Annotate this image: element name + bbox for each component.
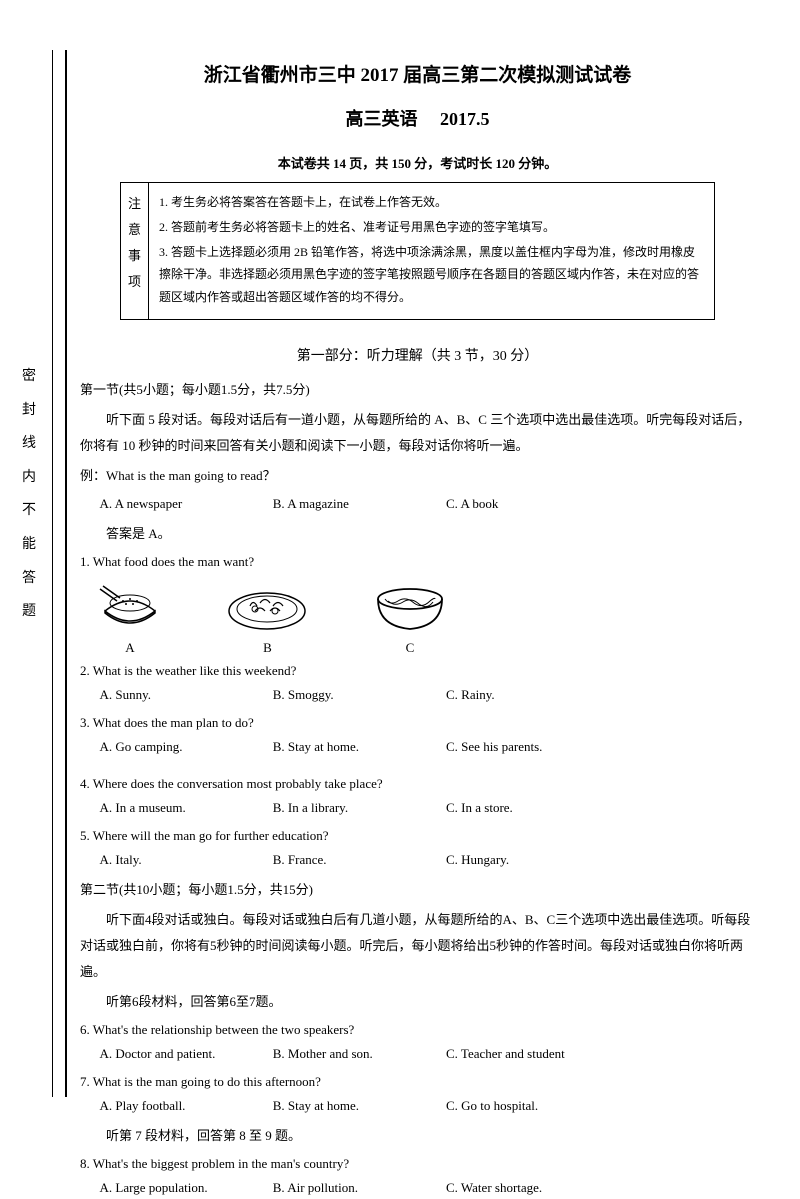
subtitle-right: 2017.5 [440, 109, 490, 129]
exam-info: 本试卷共 14 页，共 150 分，考试时长 120 分钟。 [80, 153, 755, 172]
q8-opt-c: C. Water shortage. [446, 1177, 616, 1199]
food-item-b: B [225, 581, 310, 656]
q6-options: A. Doctor and patient. B. Mother and son… [80, 1043, 755, 1065]
margin-border [65, 50, 67, 1097]
question-4: 4. Where does the conversation most prob… [80, 773, 755, 795]
example-opt-c: C. A book [446, 493, 616, 515]
exam-title: 浙江省衢州市三中 2017 届高三第二次模拟测试试卷 [80, 60, 755, 87]
q8-opt-a: A. Large population. [100, 1177, 270, 1199]
q5-opt-a: A. Italy. [100, 849, 270, 871]
section2-intro: 听下面4段对话或独白。每段对话或独白后有几道小题，从每题所给的A、B、C三个选项… [80, 907, 755, 985]
q3-opt-c: C. See his parents. [446, 736, 616, 758]
q2-opt-c: C. Rainy. [446, 684, 616, 706]
q6-opt-b: B. Mother and son. [273, 1043, 443, 1065]
example-question: 例：What is the man going to read？ [80, 463, 755, 489]
section2-header: 第二节(共10小题；每小题1.5分，共15分) [80, 877, 755, 903]
part1-title: 第一部分：听力理解（共 3 节，30 分） [80, 345, 755, 365]
q2-opt-b: B. Smoggy. [273, 684, 443, 706]
food-label-a: A [95, 640, 165, 656]
q4-opt-b: B. In a library. [273, 797, 443, 819]
q2-opt-a: A. Sunny. [100, 684, 270, 706]
q4-opt-a: A. In a museum. [100, 797, 270, 819]
q4-opt-c: C. In a store. [446, 797, 616, 819]
food-label-b: B [225, 640, 310, 656]
noodle-bowl-icon [370, 581, 450, 636]
q2-options: A. Sunny. B. Smoggy. C. Rainy. [80, 684, 755, 706]
notice-content: 1. 考生务必将答案答在答题卡上，在试卷上作答无效。 2. 答题前考生务必将答题… [149, 183, 714, 319]
q7-options: A. Play football. B. Stay at home. C. Go… [80, 1095, 755, 1117]
q7-opt-a: A. Play football. [100, 1095, 270, 1117]
q5-opt-b: B. France. [273, 849, 443, 871]
q7-opt-c: C. Go to hospital. [446, 1095, 616, 1117]
q5-opt-c: C. Hungary. [446, 849, 616, 871]
q8-opt-b: B. Air pollution. [273, 1177, 443, 1199]
q3-opt-a: A. Go camping. [100, 736, 270, 758]
salad-plate-icon [225, 581, 310, 636]
question-6: 6. What's the relationship between the t… [80, 1019, 755, 1041]
q3-opt-b: B. Stay at home. [273, 736, 443, 758]
q4-options: A. In a museum. B. In a library. C. In a… [80, 797, 755, 819]
q6-opt-c: C. Teacher and student [446, 1043, 616, 1065]
q3-options: A. Go camping. B. Stay at home. C. See h… [80, 736, 755, 758]
example-answer: 答案是 A。 [80, 521, 755, 547]
subtitle-left: 高三英语 [346, 109, 418, 129]
section1-header: 第一节(共5小题；每小题1.5分，共7.5分) [80, 377, 755, 403]
question-5: 5. Where will the man go for further edu… [80, 825, 755, 847]
food-images-row: A B C [80, 581, 755, 656]
example-opt-a: A. A newspaper [100, 493, 270, 515]
example-opt-b: B. A magazine [273, 493, 443, 515]
question-7: 7. What is the man going to do this afte… [80, 1071, 755, 1093]
q6-opt-a: A. Doctor and patient. [100, 1043, 270, 1065]
question-3: 3. What does the man plan to do? [80, 712, 755, 734]
food-item-c: C [370, 581, 450, 656]
question-2: 2. What is the weather like this weekend… [80, 660, 755, 682]
q5-options: A. Italy. B. France. C. Hungary. [80, 849, 755, 871]
q8-options: A. Large population. B. Air pollution. C… [80, 1177, 755, 1199]
question-1: 1. What food does the man want? [80, 551, 755, 573]
notice-item-3: 3. 答题卡上选择题必须用 2B 铅笔作答，将选中项涂满涂黑，黑度以盖住框内字母… [159, 241, 704, 309]
notice-item-2: 2. 答题前考生务必将答题卡上的姓名、准考证号用黑色字迹的签字笔填写。 [159, 216, 704, 239]
notice-label: 注 意 事 项 [121, 183, 149, 319]
example-options: A. A newspaper B. A magazine C. A book [80, 493, 755, 515]
margin-vertical-text: 密 封 线 内 不 能 答 题 [20, 360, 38, 629]
rice-bowl-icon [95, 581, 165, 636]
listen-6: 听第6段材料，回答第6至7题。 [80, 989, 755, 1015]
notice-box: 注 意 事 项 1. 考生务必将答案答在答题卡上，在试卷上作答无效。 2. 答题… [120, 182, 715, 320]
section1-intro: 听下面 5 段对话。每段对话后有一道小题，从每题所给的 A、B、C 三个选项中选… [80, 407, 755, 459]
food-item-a: A [95, 581, 165, 656]
listen-7: 听第 7 段材料，回答第 8 至 9 题。 [80, 1123, 755, 1149]
q7-opt-b: B. Stay at home. [273, 1095, 443, 1117]
food-label-c: C [370, 640, 450, 656]
exam-subtitle: 高三英语 2017.5 [80, 105, 755, 131]
notice-item-1: 1. 考生务必将答案答在答题卡上，在试卷上作答无效。 [159, 191, 704, 214]
